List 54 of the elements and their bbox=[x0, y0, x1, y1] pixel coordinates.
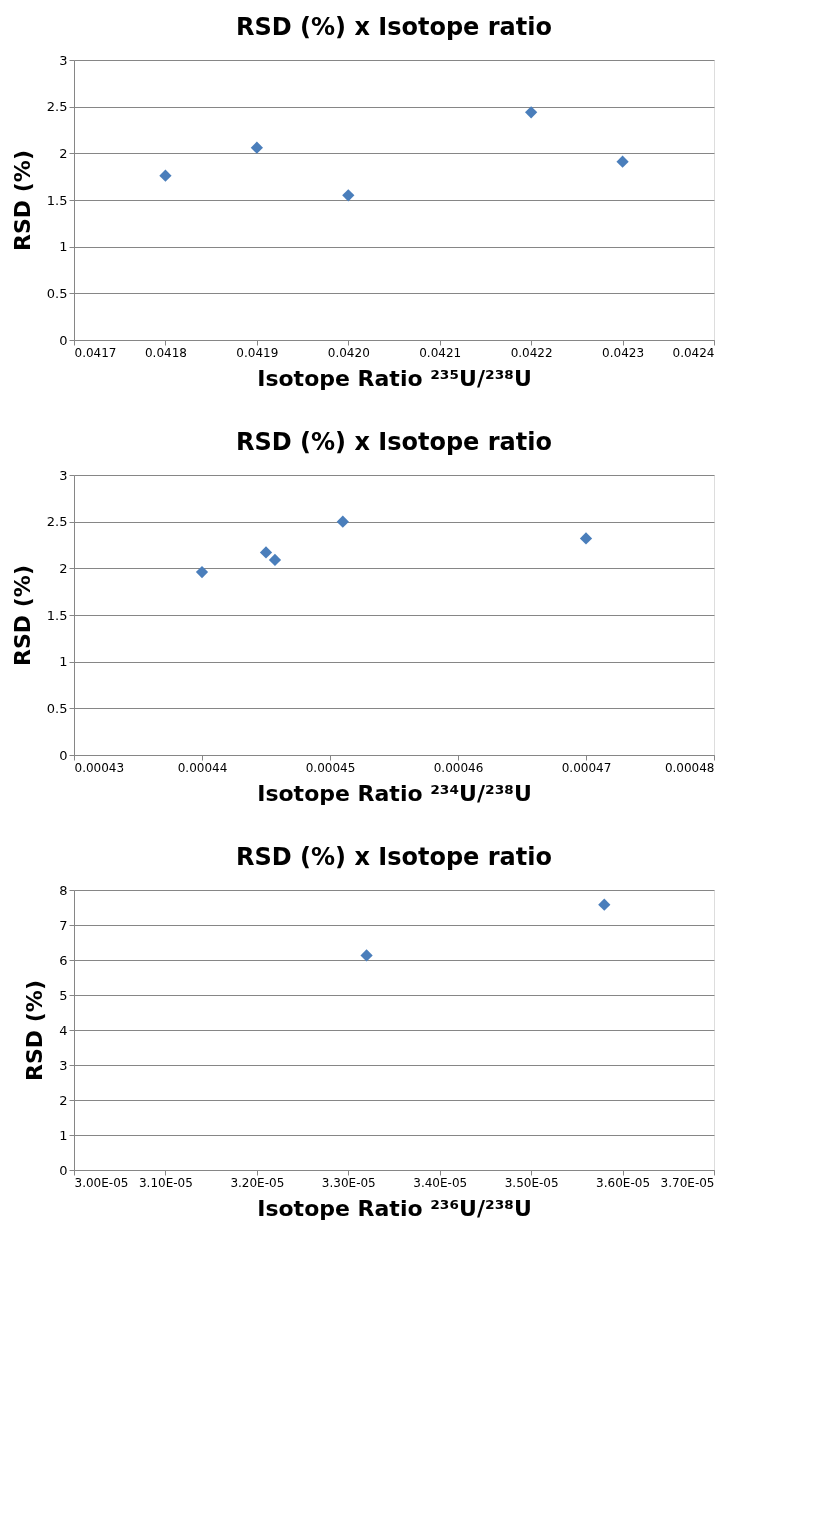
y-tick-label: 5 bbox=[59, 987, 68, 1003]
y-tick-label: 6 bbox=[59, 952, 68, 968]
x-tick-label: 0.0417 bbox=[74, 345, 117, 360]
x-tick-label: 3.30E-05 bbox=[321, 1175, 376, 1190]
y-tick-label: 2.5 bbox=[46, 99, 68, 115]
y-axis-title: RSD (%) bbox=[22, 980, 48, 1081]
x-tick-label: 3.60E-05 bbox=[596, 1175, 651, 1190]
y-axis-title: RSD (%) bbox=[9, 565, 35, 666]
y-tick-label: 2 bbox=[59, 1092, 68, 1108]
x-tick-label: 0.0419 bbox=[236, 345, 279, 360]
y-tick-label: 1.5 bbox=[46, 607, 68, 623]
y-tick-label: 3 bbox=[59, 52, 68, 68]
y-tick-label: 1 bbox=[59, 1127, 68, 1143]
x-tick-label: 0.0421 bbox=[419, 345, 462, 360]
y-axis-title: RSD (%) bbox=[9, 150, 35, 251]
x-tick-label: 0.00047 bbox=[561, 760, 612, 775]
y-tick-label: 1 bbox=[59, 239, 68, 255]
chart-title: RSD (%) x Isotope ratio bbox=[236, 13, 552, 41]
x-tick-label: 0.00044 bbox=[177, 760, 228, 775]
y-tick-label: 2 bbox=[59, 145, 68, 161]
y-tick-label: 0 bbox=[59, 1162, 68, 1178]
x-tick-label: 0.0424 bbox=[672, 345, 715, 360]
x-tick-label: 0.00048 bbox=[664, 760, 715, 775]
y-tick-label: 0 bbox=[59, 747, 68, 763]
x-tick-label: 3.40E-05 bbox=[413, 1175, 468, 1190]
x-tick-label: 0.00046 bbox=[433, 760, 484, 775]
y-tick-label: 0 bbox=[59, 332, 68, 348]
y-tick-label: 4 bbox=[59, 1022, 68, 1038]
x-axis-title: Isotope Ratio ²³⁶U/²³⁸U bbox=[257, 1195, 532, 1221]
y-tick-label: 2.5 bbox=[46, 514, 68, 530]
x-axis-title: Isotope Ratio ²³⁴U/²³⁸U bbox=[257, 780, 532, 806]
y-tick-label: 0.5 bbox=[46, 700, 68, 716]
x-tick-label: 0.0420 bbox=[327, 345, 370, 360]
y-tick-label: 3 bbox=[59, 1057, 68, 1073]
chart-title: RSD (%) x Isotope ratio bbox=[236, 428, 552, 456]
y-tick-label: 7 bbox=[59, 917, 68, 933]
y-tick-label: 2 bbox=[59, 560, 68, 576]
x-tick-label: 0.00045 bbox=[305, 760, 356, 775]
x-axis-title: Isotope Ratio ²³⁵U/²³⁸U bbox=[257, 365, 532, 391]
x-tick-label: 3.70E-05 bbox=[660, 1175, 715, 1190]
x-tick-label: 3.10E-05 bbox=[138, 1175, 193, 1190]
y-tick-label: 3 bbox=[59, 467, 68, 483]
y-tick-label: 8 bbox=[59, 882, 68, 898]
chart-title: RSD (%) x Isotope ratio bbox=[236, 843, 552, 871]
x-tick-label: 0.00043 bbox=[74, 760, 125, 775]
x-tick-label: 0.0423 bbox=[602, 345, 645, 360]
x-tick-label: 3.50E-05 bbox=[504, 1175, 559, 1190]
x-tick-label: 3.00E-05 bbox=[74, 1175, 129, 1190]
x-tick-label: 0.0418 bbox=[144, 345, 187, 360]
x-tick-label: 3.20E-05 bbox=[230, 1175, 285, 1190]
x-tick-label: 0.0422 bbox=[510, 345, 553, 360]
y-tick-label: 0.5 bbox=[46, 285, 68, 301]
y-tick-label: 1.5 bbox=[46, 192, 68, 208]
y-tick-label: 1 bbox=[59, 654, 68, 670]
